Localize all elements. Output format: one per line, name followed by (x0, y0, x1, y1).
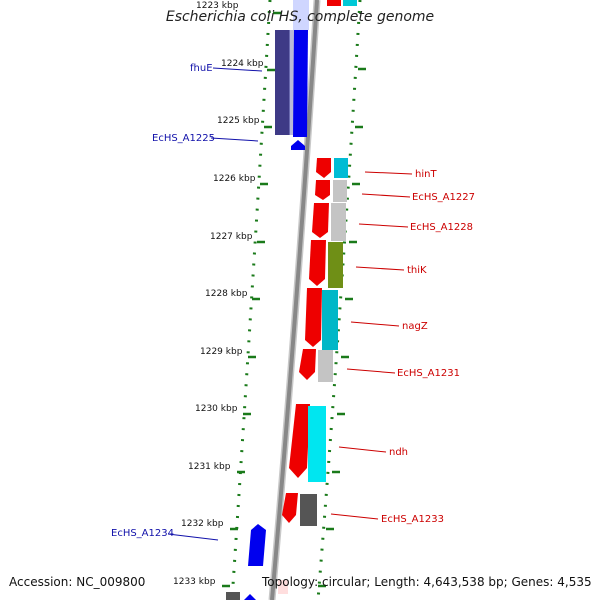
accession-text: Accession: NC_009800 (9, 575, 146, 589)
gene-A1227-strip (333, 180, 347, 202)
map-title: Escherichia coli HS, complete genome (165, 9, 435, 25)
gene-label-EcHS-A1227: EcHS_A1227 (412, 192, 475, 203)
gene-label-thiK: thiK (407, 265, 427, 276)
gene-label-EcHS-A1228: EcHS_A1228 (410, 222, 473, 233)
gene-top-red (327, 0, 341, 6)
gene-ndh-strip (308, 406, 326, 482)
tick-label: 1224 kbp (221, 59, 264, 69)
gene-label-ndh: ndh (389, 447, 408, 458)
tick-label: 1230 kbp (195, 404, 238, 414)
gene-top-cyan (343, 0, 357, 6)
tick-label: 1233 kbp (173, 577, 216, 587)
gene-A1231-strip (318, 350, 333, 382)
gene-EcHS-A1225 (291, 140, 305, 150)
gene-bottom-gray (226, 592, 240, 600)
tick-label: 1225 kbp (217, 116, 260, 126)
gene-label-EcHS-A1225: EcHS_A1225 (152, 133, 215, 144)
tick-label: 1226 kbp (213, 174, 256, 184)
gene-A1233 (282, 493, 298, 523)
tick-label: 1228 kbp (205, 289, 248, 299)
gene-nagZ (305, 288, 322, 347)
gene-label-hinT: hinT (415, 169, 437, 180)
tick-label: 1229 kbp (200, 347, 243, 357)
tick-label: 1223 kbp (196, 1, 239, 11)
gene-blue-top (293, 30, 308, 137)
genome-summary-text: Topology: circular; Length: 4,643,538 bp… (262, 575, 592, 589)
tick-label: 1227 kbp (210, 232, 253, 242)
gene-bottom-blue (244, 594, 256, 600)
gene-label-nagZ: nagZ (402, 321, 428, 332)
gene-label-EcHS-A1233: EcHS_A1233 (381, 514, 444, 525)
tick-label: 1232 kbp (181, 519, 224, 529)
gene-A1227 (315, 180, 330, 200)
gene-blue-top-cap (293, 0, 309, 30)
gene-A1233-strip (300, 494, 317, 526)
gene-nagZ-strip (322, 290, 338, 350)
gene-labels: fhuE EcHS_A1225 hinT EcHS_A1227 EcHS_A12… (111, 63, 475, 539)
tick-marks (222, 11, 366, 588)
gene-ndh (289, 404, 310, 478)
gene-label-EcHS-A1231: EcHS_A1231 (397, 368, 460, 379)
gene-A1231 (299, 349, 316, 380)
right-outer-guide (316, 0, 362, 600)
gene-A1228 (312, 203, 329, 238)
gene-EcHS-A1234 (248, 524, 266, 566)
gene-hinT (316, 158, 331, 178)
gene-thiK-strip (328, 242, 343, 288)
left-outer-guide (230, 0, 272, 600)
gene-A1228-strip (331, 203, 346, 241)
backbone (270, 0, 319, 600)
gene-fhuE-strip (290, 30, 294, 135)
gene-fhuE (275, 30, 289, 135)
tick-label: 1231 kbp (188, 462, 231, 472)
gene-label-fhuE: fhuE (190, 63, 213, 74)
gene-label-EcHS-A1234: EcHS_A1234 (111, 528, 174, 539)
gene-thiK (309, 240, 326, 286)
label-leaders (167, 67, 413, 541)
scale-ticks: 1223 kbp 1224 kbp 1225 kbp 1226 kbp 1227… (173, 1, 264, 587)
gene-top-pink (278, 580, 288, 594)
gene-hinT-strip (334, 158, 348, 178)
